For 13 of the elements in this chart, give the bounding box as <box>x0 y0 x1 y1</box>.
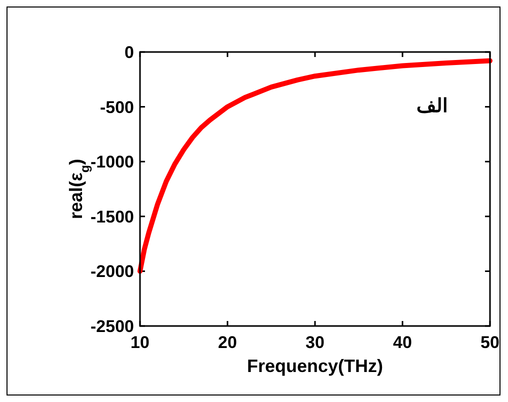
x-tick-label: 20 <box>218 333 237 352</box>
y-tick-label: -2000 <box>90 262 134 282</box>
y-tick-label: -1000 <box>90 152 134 172</box>
annotation: الف <box>416 96 448 117</box>
x-tick-label: 30 <box>306 333 324 352</box>
y-tick-label: -2500 <box>90 317 134 336</box>
x-tick-label: 10 <box>130 333 150 352</box>
x-axis-title: Frequency(THz) <box>246 356 384 376</box>
x-tick-label: 40 <box>393 333 412 352</box>
y-tick-label: -1500 <box>90 207 134 226</box>
x-tick-label: 50 <box>480 333 500 352</box>
y-tick-label: 0 <box>124 43 134 62</box>
y-tick-label: -500 <box>100 98 134 117</box>
